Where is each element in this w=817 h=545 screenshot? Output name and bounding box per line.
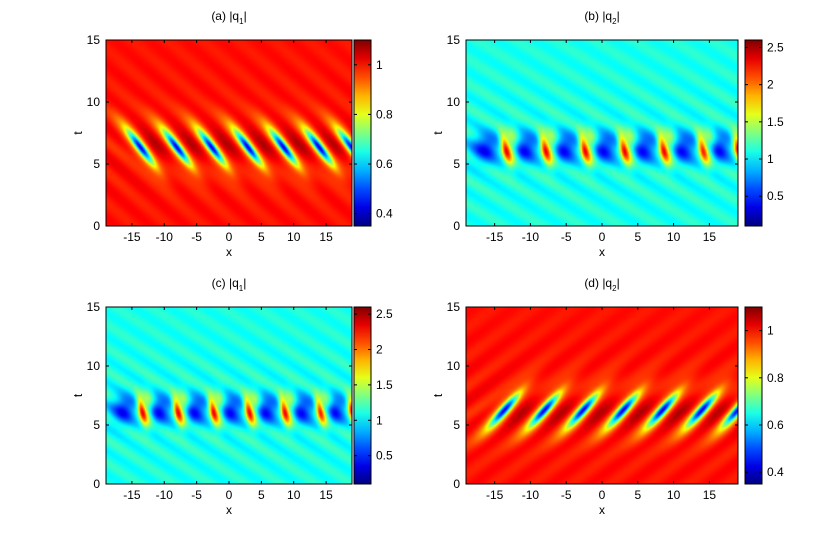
x-tick-label: 0 [226,230,233,244]
x-tick-label: -10 [522,488,540,502]
x-tick-label: 5 [258,230,265,244]
colorbar-tick-label: 0.4 [376,207,393,221]
colorbar-tick-label: 1 [767,152,774,166]
colorbar-tick-label: 0.8 [767,371,784,385]
colorbar [744,306,763,485]
title-prefix: (a) |q [211,9,239,23]
x-tick-label: -15 [486,488,504,502]
colorbar-tick-label: 2.5 [767,40,784,54]
colorbar [353,39,372,227]
colorbar [353,306,372,485]
x-tick-label: 15 [319,488,333,502]
x-axis-label: x [599,245,605,259]
x-tick-label: 15 [703,230,717,244]
y-axis-label: t [71,131,85,135]
panel-d: -15 -10 -5 0 5 10 15 0 5 10 15 x t (d) |q2| 0.4 0.6 0.8 1 [431,276,784,517]
x-tick-label: 0 [599,230,606,244]
title-prefix: (d) |q [584,276,612,290]
y-tick-label: 0 [93,219,100,233]
x-tick-label: 10 [667,488,681,502]
colorbar-tick-label: 0.6 [767,418,784,432]
colorbar-tick-label: 0.4 [767,465,784,479]
y-tick-label: 15 [447,300,461,314]
x-tick-label: 10 [667,230,681,244]
y-tick-label: 0 [453,219,460,233]
x-tick-label: -15 [486,230,504,244]
panel-title: (a) |q1| [211,9,246,26]
x-tick-label: 10 [287,488,301,502]
colorbar-tick-label: 1.5 [767,115,784,129]
y-tick-label: 5 [93,418,100,432]
colorbar-tick-label: 1 [376,413,383,427]
title-end: | [617,276,620,290]
y-tick-label: 5 [453,418,460,432]
x-tick-label: -10 [156,488,174,502]
x-tick-label: 10 [287,230,301,244]
colorbar-tick-label: 0.6 [376,157,393,171]
x-axis-label: x [226,503,232,517]
colorbar-tick-label: 0.5 [767,189,784,203]
colorbar-tick-label: 1 [767,324,774,338]
x-tick-label: -5 [561,230,572,244]
y-tick-label: 10 [87,95,101,109]
panel-title: (b) |q2| [584,9,619,26]
y-axis-label: t [71,393,85,397]
colorbar-tick-label: 2.5 [376,307,393,321]
title-prefix: (c) |q [212,276,239,290]
y-tick-label: 15 [87,33,101,47]
x-tick-label: 5 [634,488,641,502]
x-tick-label: -5 [561,488,572,502]
colorbar [744,39,763,227]
y-tick-label: 0 [93,477,100,491]
y-tick-label: 10 [447,359,461,373]
title-prefix: (b) |q [584,9,612,23]
colorbar-tick-label: 1.5 [376,378,393,392]
x-axis-label: x [599,503,605,517]
y-tick-label: 10 [87,359,101,373]
x-tick-label: -15 [123,488,141,502]
y-tick-label: 15 [447,33,461,47]
colorbar-tick-label: 2 [767,78,774,92]
x-tick-label: 0 [599,488,606,502]
x-tick-label: 5 [258,488,265,502]
heatmap-image [106,307,352,484]
x-tick-label: -15 [123,230,141,244]
colorbar-tick-label: 0.8 [376,107,393,121]
y-axis-label: t [431,131,445,135]
x-tick-label: -10 [522,230,540,244]
title-end: | [243,276,246,290]
colorbar-tick-label: 0.5 [376,449,393,463]
heatmap-image [466,307,738,484]
x-tick-label: -5 [191,230,202,244]
heatmap-image [106,40,352,226]
title-subscript: 2 [612,284,617,293]
y-tick-label: 0 [453,477,460,491]
panel-title: (c) |q1| [212,276,247,293]
title-subscript: 2 [612,17,617,26]
colorbar-tick-label: 2 [376,342,383,356]
x-tick-label: 15 [703,488,717,502]
title-end: | [617,9,620,23]
x-tick-label: -10 [156,230,174,244]
y-tick-label: 5 [453,157,460,171]
x-tick-label: 15 [319,230,333,244]
title-end: | [244,9,247,23]
y-axis-label: t [431,393,445,397]
title-subscript: 1 [239,284,244,293]
x-tick-label: 0 [226,488,233,502]
x-tick-label: 5 [634,230,641,244]
heatmap-image [466,40,738,226]
y-tick-label: 5 [93,157,100,171]
x-axis-label: x [226,245,232,259]
panel-title: (d) |q2| [584,276,619,293]
title-subscript: 1 [239,17,244,26]
y-tick-label: 15 [87,300,101,314]
x-tick-label: -5 [191,488,202,502]
y-tick-label: 10 [447,95,461,109]
colorbar-tick-label: 1 [376,58,383,72]
